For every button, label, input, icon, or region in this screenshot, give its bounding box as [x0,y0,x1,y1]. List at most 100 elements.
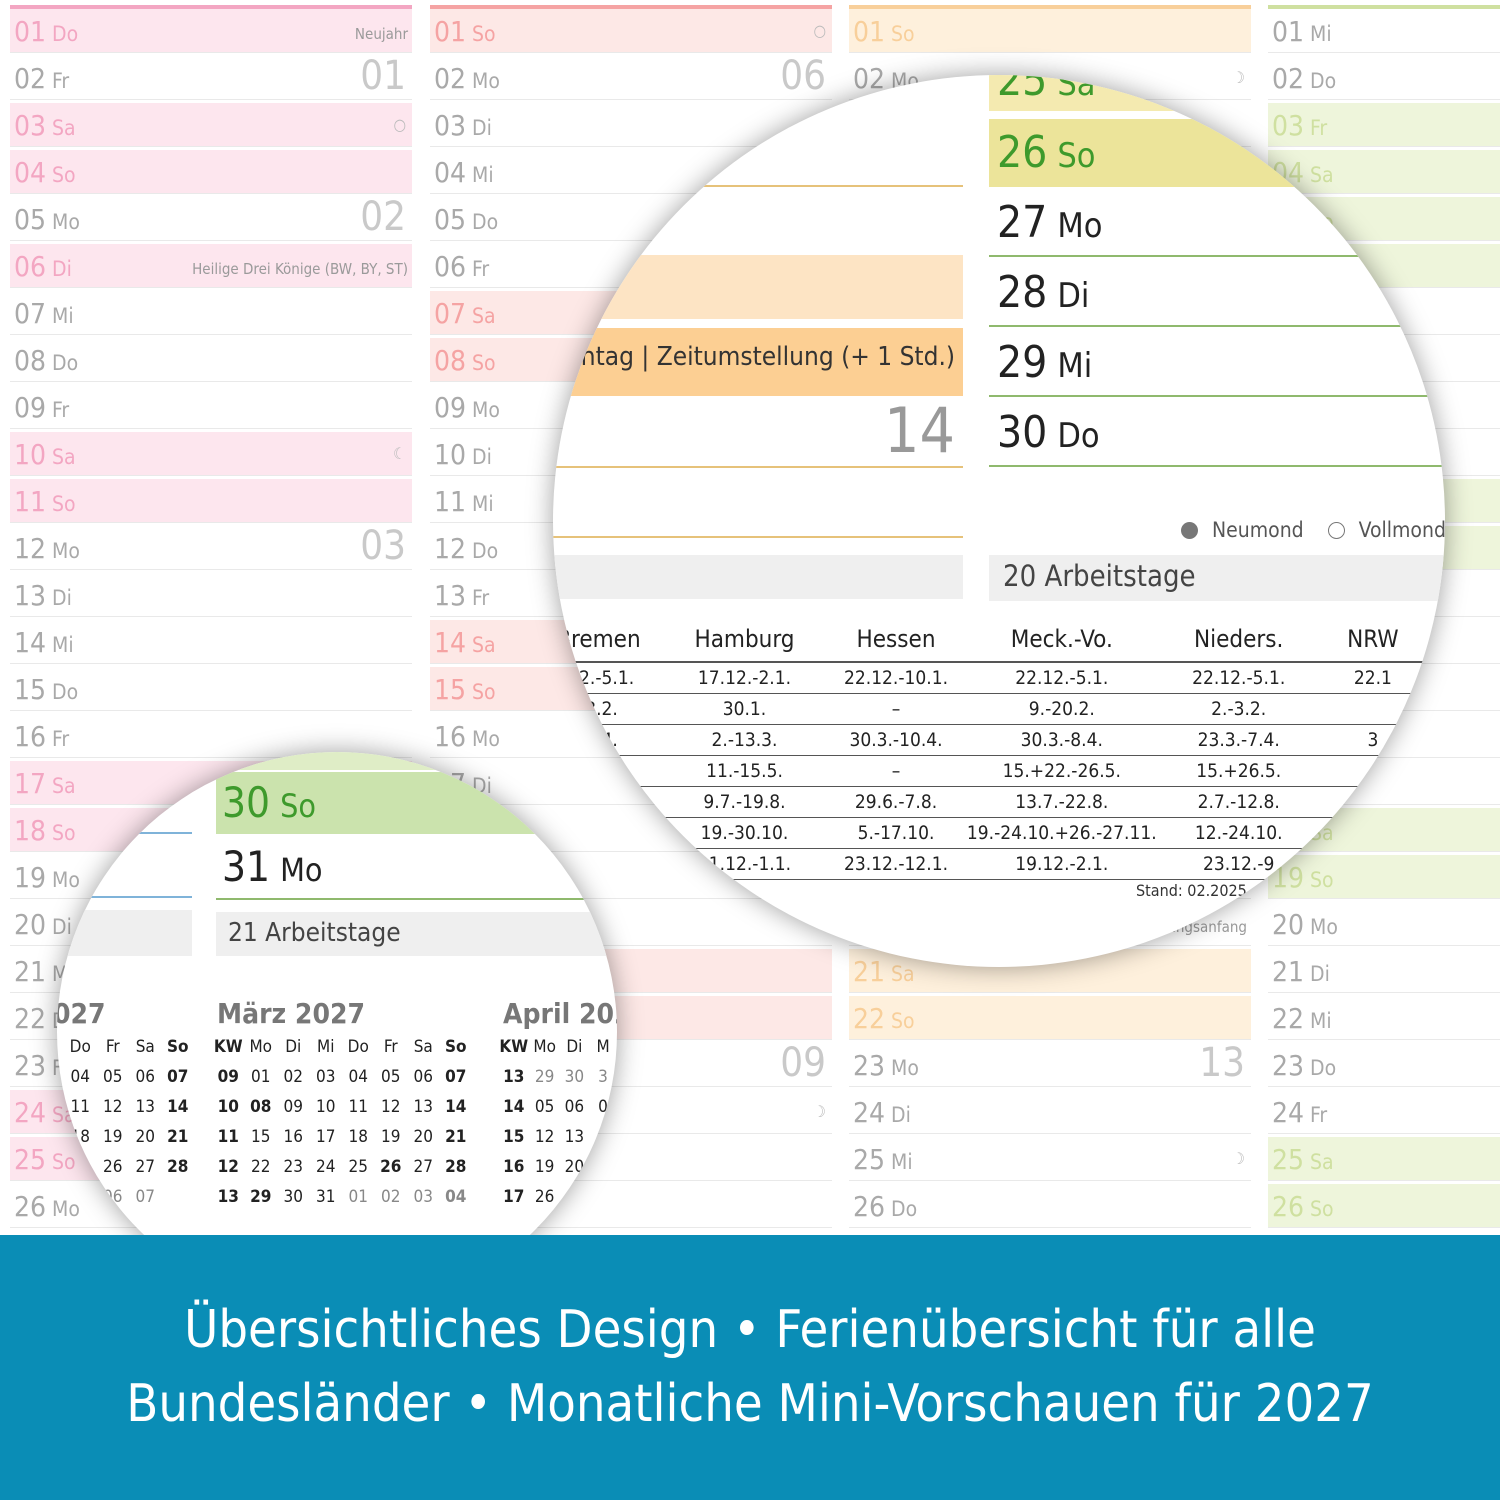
magnifier-large: msonntag | Zeitumstellung (+ 1 Std.) 14 … [553,75,1445,967]
weekday: Fr [52,727,70,751]
mini-day: 27 [413,1157,433,1177]
mini-day: 26 [103,1157,123,1177]
day-number: 26 [14,1190,47,1223]
mini-day: 26 [534,1187,555,1207]
day-row: 01 So [849,9,1251,53]
weekday: Do [1310,1056,1337,1080]
mini-day: 20 [564,1157,585,1177]
weekday: Mo [1057,206,1103,246]
mini-week-row: 13 29 30 3 [498,1062,617,1092]
zoom-kw-number: 14 [884,394,955,467]
day-number: 23 [853,1049,886,1082]
mini-day: 18 [348,1127,368,1147]
day-number: 25 [1272,1143,1305,1176]
zoom-small-prev-row [216,752,617,770]
mini-day: 19 [103,1127,123,1147]
day-number: 21 [14,955,47,988]
weekday: Do [472,210,499,234]
moon-phase-icon: ☽ [813,1102,826,1121]
holiday-period [1320,848,1425,880]
day-label: 24 Sa [14,1096,76,1132]
calendar-stage: 01 Do Neujahr 02 Fr 01 03 Sa ○ 04 So 05 Mo 02 06 Di Heil… [10,5,1500,1228]
weekday: So [52,492,76,516]
holiday-period [553,848,664,880]
mini-title-feb: 027 [57,997,106,1030]
holiday-period [1320,786,1425,818]
holidays-row: 19.-30.10. 5.-17.10. 19.-24.10.+26.-27.11.… [553,817,1425,849]
mini-day: 13 [503,1067,525,1087]
day-number: 05 [14,203,47,236]
day-number: 28 [997,267,1048,318]
day-row: 20 Mo [1268,902,1500,946]
day-label: 11 So [14,485,76,521]
holidays-row: -3.2. 30.1. –9.-20.2. 2.-3.2. [553,693,1425,725]
day-label: 26 Mo [14,1190,80,1226]
mini-day: 19 [381,1127,401,1147]
day-number: 26 [1272,1190,1305,1223]
day-label: 17 Sa [14,767,76,803]
month-top-bar [430,5,832,9]
holiday-period: 9.7.-19.8. [663,786,826,818]
day-number: 20 [14,908,47,941]
zoom-left-arbeitstage [57,910,192,956]
day-number: 02 [853,62,886,95]
weekday: So [472,680,496,704]
day-number: 03 [14,109,47,142]
mini-week-row: 18 19 20 21 [64,1122,194,1152]
holiday-period: -7.4. [553,724,664,756]
weekday: So [891,1009,915,1033]
promo-line-2: Bundesländer • Monatliche Mini-Vorschaue… [126,1374,1374,1434]
mini-day: 26 [380,1157,402,1177]
day-label: 01 Do [14,15,78,51]
mini-weekday-header: Di [285,1037,302,1057]
zoom-row-weekend [553,255,963,319]
mini-week-row: 11 12 13 14 [64,1092,194,1122]
weekday: So [280,787,316,825]
mini-day: 06 [135,1067,155,1087]
month-top-bar [10,5,412,9]
mini-day: 18 [70,1127,90,1147]
mini-week-row: 13 29 30 31 01 02 03 04 [212,1182,472,1212]
day-label: 25 Sa [1272,1143,1334,1179]
day-number: 09 [14,391,47,424]
mini-day: 04 [70,1067,90,1087]
day-row: 09 Fr [10,385,412,429]
zoom-day-row: 26 So [989,119,1445,187]
zoom-day-label: 26 So [997,125,1096,184]
weekday: So [472,351,496,375]
holidays-row: 5. 11.-15.5. –15.+22.-26.5. 15.+26.5. [553,755,1425,787]
mini-header-row: Do Fr Sa So [64,1032,194,1062]
day-number: 14 [14,626,47,659]
day-row: 25 Sa [1268,1137,1500,1181]
holidays-row: -7.4. 2.-13.3. 30.3.-10.4. 30.3.-8.4. 23.3.-… [553,724,1425,756]
mini-week-row: 17 26 [498,1182,617,1212]
mini-day: 09 [283,1097,303,1117]
holiday-period: 12.-24.10. [1156,817,1321,849]
holiday-period: .12.-5.1. [553,662,664,694]
mini-week-row: 14 05 06 0 [498,1092,617,1122]
mini-day: 06 [413,1067,433,1087]
zoom-row-blank-2 [553,466,963,538]
weekday: Sa [52,774,76,798]
mini-day: 11 [70,1097,90,1117]
mini-day: 14 [445,1097,467,1117]
weekday: Fr [1310,1103,1328,1127]
holiday-period: 22.1 [1320,662,1425,694]
day-number: 29 [997,337,1048,388]
day-row: 01 So ○ [430,9,832,53]
weekday: Di [891,1103,911,1127]
day-row: 21 Di [1268,949,1500,993]
day-label: 01 Mi [1272,15,1332,51]
moon-phase-icon: ○ [393,115,406,134]
weekday: Di [1057,276,1090,316]
week-number: 03 [360,523,406,569]
weekday: Sa [1310,1150,1334,1174]
day-row: 25 Mi ☽ [849,1137,1251,1181]
day-label: 14 Mi [14,626,74,662]
mini-day [589,1182,617,1212]
mini-day: 12 [534,1127,555,1147]
